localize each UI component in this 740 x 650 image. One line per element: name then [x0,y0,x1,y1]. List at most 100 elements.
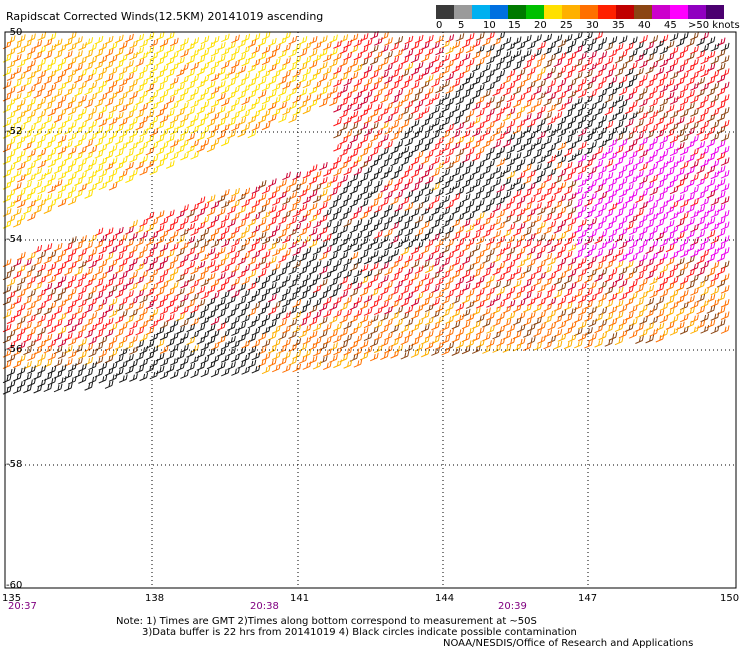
wind-barb [598,255,608,264]
wind-barb [329,289,338,299]
wind-barb [680,58,689,67]
wind-barb [512,342,522,352]
wind-barb [186,119,196,129]
wind-barb [257,114,267,124]
wind-barb [149,332,159,342]
wind-barb [384,37,393,46]
wind-barb [655,39,665,48]
wind-barb [319,291,328,300]
wind-barb [557,52,567,61]
wind-barb [343,77,353,87]
wind-barb [384,267,393,276]
wind-barb [567,51,577,61]
wind-barb [94,150,104,159]
wind-barb [645,245,655,255]
wind-barb [496,273,506,282]
wind-barb [598,293,608,302]
wind-barb [231,367,240,376]
wind-barb [237,104,247,114]
wind-barb [696,152,706,161]
wind-barb [272,286,281,296]
wind-barb [237,243,247,253]
wind-barb [186,286,196,296]
wind-barb [557,282,567,292]
wind-barb [231,71,240,81]
wind-barb [669,185,679,195]
wind-barb [2,386,12,395]
wind-barb [298,342,308,352]
wind-barb [574,275,583,284]
wind-barb [43,127,53,137]
wind-barb [567,281,577,291]
wind-barb [231,122,240,132]
wind-barb [496,337,506,347]
wind-barb [370,338,379,348]
wind-barb [155,300,165,309]
wind-barb [159,114,169,124]
wind-barb [251,250,261,259]
wind-barb [659,277,669,286]
wind-barb [241,353,251,363]
wind-barb [614,54,624,64]
wind-barb [37,326,47,336]
wind-barb [584,120,593,130]
wind-barb [292,183,302,193]
wind-barb [23,309,32,318]
wind-barb [445,136,455,146]
wind-barb [421,182,430,191]
wind-barb [680,133,689,143]
wind-barb [639,162,648,172]
wind-barb [288,48,298,58]
wind-barb [645,270,655,280]
wind-barb [604,273,614,283]
wind-barb [33,371,43,380]
wind-barb [374,179,383,189]
wind-barb [282,106,291,116]
wind-barb [710,43,720,52]
wind-barb [196,105,206,115]
wind-barb [206,360,216,370]
wind-barb [33,51,43,60]
wind-barb [237,90,247,100]
wind-barb [567,307,577,316]
wind-barb [659,173,669,183]
wind-barb [221,85,230,94]
wind-barb [2,208,12,217]
wind-barb [135,262,145,272]
wind-barb [13,359,22,369]
wind-barb [482,307,491,316]
wind-barb [176,362,185,372]
wind-barb [563,71,573,80]
wind-barb [492,266,502,276]
wind-barb [370,133,379,142]
wind-barb [349,224,359,234]
wind-barb [94,86,104,95]
wind-barb [435,98,444,107]
wind-barb [567,102,577,112]
wind-barb [288,87,298,96]
wind-barb [13,79,22,88]
wind-barb [221,47,230,56]
wind-barb [543,97,553,107]
wind-barb [159,358,169,367]
wind-barb [33,320,43,329]
wind-barb [563,302,573,311]
wind-barb [74,267,83,276]
wind-barb [451,206,461,215]
wind-barb [115,123,124,133]
wind-barb [333,231,342,241]
wind-barb [298,100,308,109]
wind-barb [302,67,312,77]
wind-barb [516,182,526,192]
wind-barb [2,360,12,369]
wind-barb [649,328,659,337]
wind-barb [512,214,522,224]
wind-barb [414,252,424,262]
wind-barb [64,50,73,60]
wind-barb [237,360,247,369]
wind-barb [288,318,298,328]
wind-barb [278,306,287,315]
wind-barb [370,352,379,362]
lat-label-50: -50 [6,27,23,38]
wind-barb [200,125,210,135]
